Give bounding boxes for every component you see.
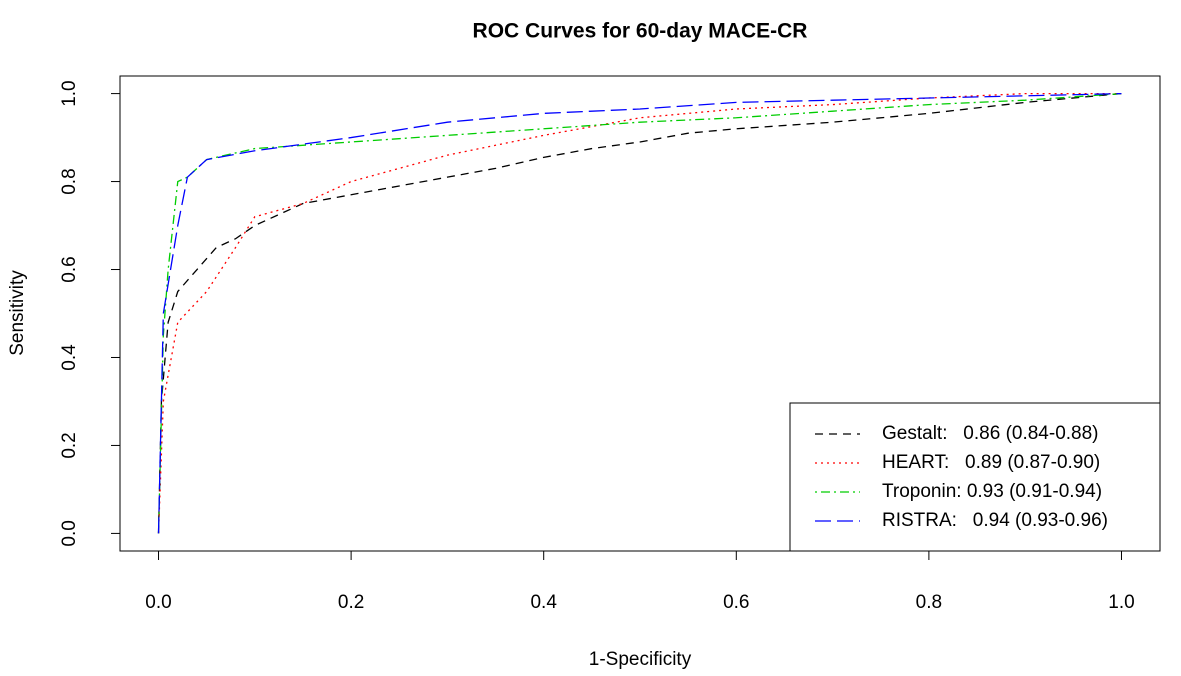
x-tick-label: 0.8: [916, 592, 942, 613]
x-axis-label: 1-Specificity: [589, 649, 692, 670]
y-tick-label: 1.0: [59, 80, 80, 106]
plot-frame: [119, 75, 1161, 552]
x-tick-label: 1.0: [1108, 592, 1134, 613]
x-tick-label: 0.2: [338, 592, 364, 613]
roc-curve: [157, 92, 1122, 534]
x-tick-label: 0.6: [723, 592, 749, 613]
y-axis-label: Sensitivity: [7, 270, 28, 356]
roc-curve: [157, 92, 1122, 534]
y-tick-label: 0.4: [59, 344, 80, 371]
legend-label: Gestalt: 0.86 (0.84-0.88): [882, 423, 1099, 444]
y-tick-label: 0.6: [59, 256, 80, 282]
legend-box: [789, 402, 1161, 552]
legend-label: HEART: 0.89 (0.87-0.90): [882, 452, 1100, 473]
x-tick-label: 0.4: [530, 592, 557, 613]
legend-label: Troponin: 0.93 (0.91-0.94): [882, 481, 1102, 502]
y-tick-label: 0.8: [59, 168, 80, 194]
roc-curve: [157, 92, 1122, 534]
x-tick-label: 0.0: [145, 592, 171, 613]
legend-label: RISTRA: 0.94 (0.93-0.96): [882, 510, 1108, 531]
y-tick-label: 0.2: [59, 432, 80, 458]
y-tick-label: 0.0: [59, 520, 80, 546]
chart-title: ROC Curves for 60-day MACE-CR: [473, 20, 808, 43]
